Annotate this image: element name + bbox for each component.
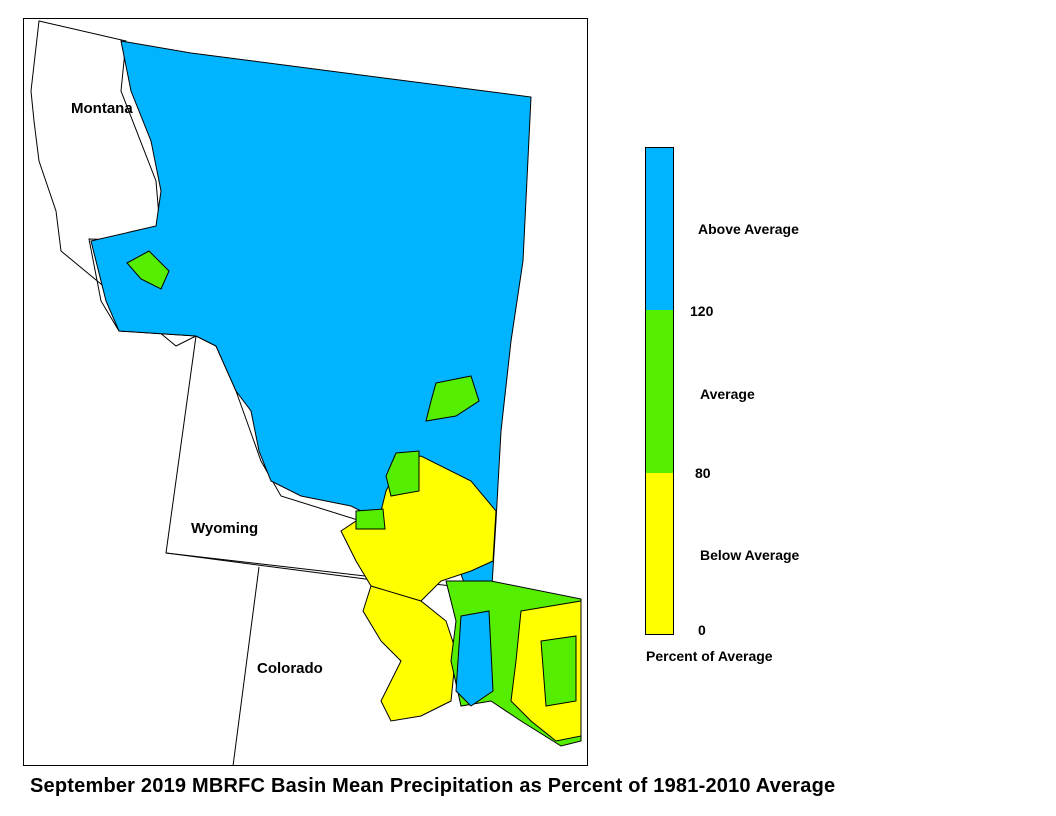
legend-break-0: 0 <box>698 622 706 638</box>
region-above-ne-colorado-strip <box>455 610 494 707</box>
map-frame: Montana Wyoming Colorado <box>23 18 588 766</box>
legend-swatch-below <box>646 473 673 634</box>
state-label-wyoming: Wyoming <box>191 520 259 537</box>
region-average-wy-strip <box>385 450 420 497</box>
legend-label-above: Above Average <box>698 221 799 237</box>
legend-swatch-above <box>646 148 673 310</box>
legend-color-bar <box>645 147 674 635</box>
basin-map <box>30 20 582 765</box>
state-label-colorado: Colorado <box>257 660 323 677</box>
legend-break-120: 120 <box>690 303 714 319</box>
region-below-average-south-platte <box>362 585 457 722</box>
legend-swatch-average <box>646 310 673 473</box>
region-average-sw-montana <box>126 250 170 290</box>
legend-title: Percent of Average <box>646 648 773 664</box>
legend-label-average: Average <box>700 386 755 402</box>
map-caption: September 2019 MBRFC Basin Mean Precipit… <box>30 775 836 797</box>
legend-break-80: 80 <box>695 465 711 481</box>
region-average-ne-colorado-inner <box>540 635 577 707</box>
colorado-west-border <box>232 566 260 765</box>
state-label-montana: Montana <box>71 100 133 117</box>
region-average-central-wyoming <box>425 375 480 422</box>
legend-label-below: Below Average <box>700 547 800 563</box>
region-average-se-wyoming-green <box>355 508 386 530</box>
